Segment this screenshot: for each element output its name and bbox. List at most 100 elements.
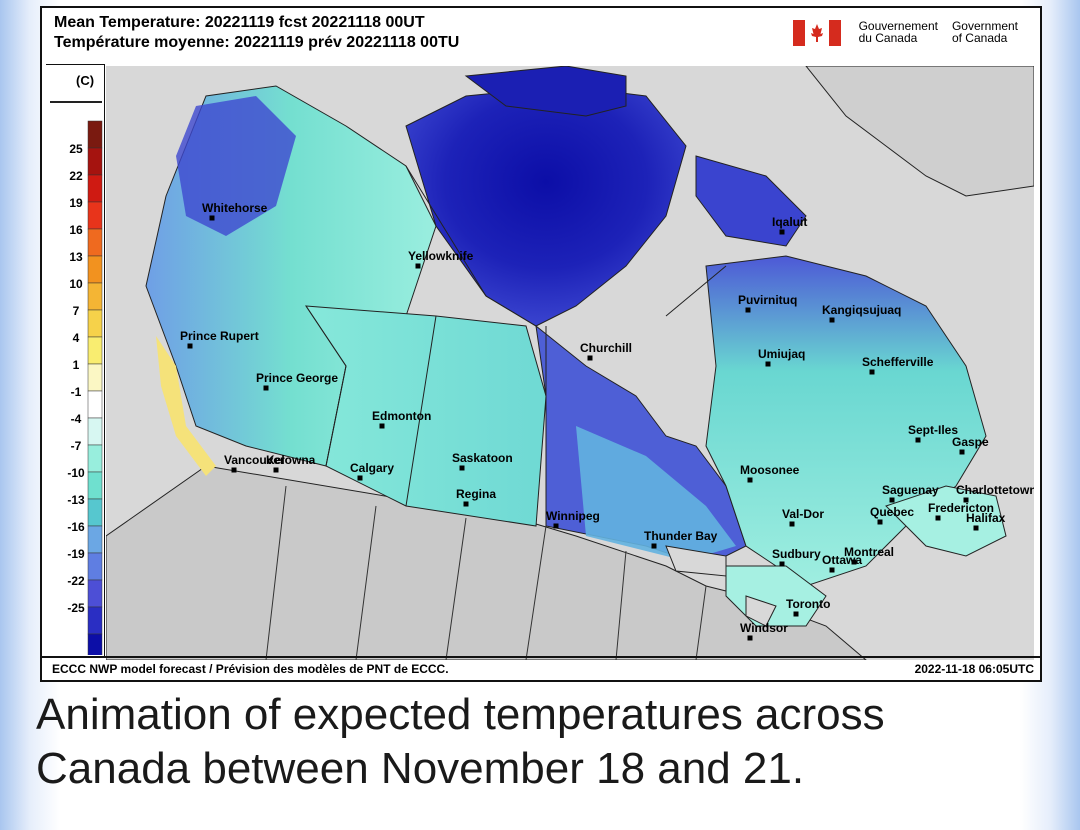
image-caption: Animation of expected temperatures acros… bbox=[36, 688, 1046, 796]
city-dot bbox=[459, 465, 465, 471]
city-dot bbox=[379, 423, 385, 429]
city-label: Regina bbox=[456, 487, 496, 501]
city-dot bbox=[915, 437, 921, 443]
baffin-region bbox=[695, 155, 807, 247]
city-dot bbox=[935, 515, 941, 521]
city-label: Saguenay bbox=[882, 483, 939, 497]
gov-fr-line1: Gouvernement bbox=[858, 19, 938, 33]
city-dot bbox=[959, 449, 965, 455]
city-label: Toronto bbox=[786, 597, 830, 611]
legend-swatch bbox=[87, 174, 103, 203]
legend-tick-label: 1 bbox=[73, 358, 80, 372]
city-marker: Quebec bbox=[870, 505, 914, 525]
city-dot bbox=[877, 519, 883, 525]
legend-swatch bbox=[87, 201, 103, 230]
legend-swatch bbox=[87, 390, 103, 419]
city-dot bbox=[851, 559, 857, 565]
city-label: Montreal bbox=[844, 545, 894, 559]
hudson-bay bbox=[576, 306, 716, 446]
canada-flag-icon bbox=[792, 20, 841, 46]
us-state-borders bbox=[265, 485, 707, 660]
city-label: Ottawa bbox=[822, 553, 862, 567]
city-marker: Toronto bbox=[786, 597, 830, 617]
city-label: Halifax bbox=[966, 511, 1006, 525]
city-label: Windsor bbox=[740, 621, 788, 635]
city-dot bbox=[187, 343, 193, 349]
city-label: Kelowna bbox=[266, 453, 316, 467]
city-dot bbox=[779, 229, 785, 235]
provincial-borders bbox=[305, 165, 727, 526]
city-marker: Edmonton bbox=[372, 409, 431, 429]
city-label: Winnipeg bbox=[546, 509, 600, 523]
city-marker: Kelowna bbox=[266, 453, 316, 473]
legend-swatch bbox=[87, 228, 103, 257]
legend-colorbar: 25 22 19 16 13 10 7 4 1 -1 -4 -7 -10 -13 -16 -19 -22 -25 bbox=[67, 120, 103, 655]
lake-huron bbox=[745, 595, 777, 627]
city-label: Saskatoon bbox=[452, 451, 513, 465]
lake-superior bbox=[665, 545, 727, 577]
issue-timestamp: 2022-11-18 06:05UTC bbox=[914, 662, 1034, 676]
maritimes-region bbox=[885, 485, 1007, 557]
legend-tick-label: 13 bbox=[69, 250, 83, 264]
city-marker: Moosonee bbox=[740, 463, 800, 483]
city-marker: Iqaluit bbox=[772, 215, 807, 235]
temperature-legend: (C) 25 22 19 16 13 10 7 4 1 -1 -4 -7 -10 -13 -16 -19 -22… bbox=[46, 64, 105, 657]
city-dot bbox=[263, 385, 269, 391]
legend-swatch bbox=[87, 336, 103, 365]
city-dot bbox=[789, 521, 795, 527]
city-label: Sept-Iles bbox=[908, 423, 958, 437]
legend-unit: (C) bbox=[76, 73, 95, 88]
city-label: Charlottetown bbox=[956, 483, 1034, 497]
legend-tick-label: 25 bbox=[69, 142, 83, 156]
city-label: Thunder Bay bbox=[644, 529, 718, 543]
legend-swatch bbox=[87, 525, 103, 554]
legend-swatch bbox=[87, 444, 103, 473]
city-label: Quebec bbox=[870, 505, 914, 519]
city-label: Sudbury bbox=[772, 547, 821, 561]
government-name-french: Gouvernement du Canada bbox=[859, 20, 938, 44]
city-label: Val-Dor bbox=[782, 507, 824, 521]
city-label: Moosonee bbox=[740, 463, 800, 477]
gov-en-line1: Government bbox=[951, 19, 1018, 33]
legend-swatch bbox=[87, 579, 103, 608]
city-label: Puvirnituq bbox=[738, 293, 797, 307]
city-dot bbox=[415, 263, 421, 269]
city-marker: Halifax bbox=[966, 511, 1006, 531]
northern-ontario-area bbox=[576, 426, 736, 561]
legend-tick-label: -25 bbox=[67, 601, 85, 615]
legend-swatch bbox=[87, 606, 103, 635]
city-marker: Vancouver bbox=[224, 453, 285, 473]
legend-tick-label: -19 bbox=[67, 547, 85, 561]
legend-swatch bbox=[87, 255, 103, 284]
map-title-english: Mean Temperature: 20221119 fcst 20221118… bbox=[54, 14, 425, 31]
gov-en-line2: of Canada bbox=[951, 31, 1008, 45]
legend-unit-divider bbox=[50, 101, 102, 103]
city-dot bbox=[829, 317, 835, 323]
government-name-english: Government of Canada bbox=[952, 20, 1018, 44]
city-marker: Saskatoon bbox=[452, 451, 513, 471]
city-dot bbox=[745, 307, 751, 313]
city-marker: Sept-Iles bbox=[908, 423, 958, 443]
gov-fr-line2: du Canada bbox=[858, 31, 918, 45]
city-dot bbox=[273, 467, 279, 473]
city-dot bbox=[779, 561, 785, 567]
legend-tick-label: -13 bbox=[67, 493, 85, 507]
city-label: Yellowknife bbox=[408, 249, 474, 263]
city-dot bbox=[553, 523, 559, 529]
caption-line-2: Canada between November 18 and 21. bbox=[36, 744, 805, 793]
legend-tick-label: 22 bbox=[69, 169, 83, 183]
city-dot bbox=[973, 525, 979, 531]
city-marker: Winnipeg bbox=[546, 509, 600, 529]
greenland-region bbox=[805, 66, 1034, 197]
city-dot bbox=[357, 475, 363, 481]
legend-tick-label: 10 bbox=[69, 277, 83, 291]
city-label: Iqaluit bbox=[772, 215, 807, 229]
city-label: Umiujaq bbox=[758, 347, 805, 361]
city-marker: Prince George bbox=[256, 371, 338, 391]
city-dot bbox=[587, 355, 593, 361]
pacific-coast-warm-strip bbox=[156, 336, 216, 476]
legend-swatch bbox=[87, 363, 103, 392]
city-marker: Montreal bbox=[844, 545, 894, 565]
legend-tick-label: -10 bbox=[67, 466, 85, 480]
